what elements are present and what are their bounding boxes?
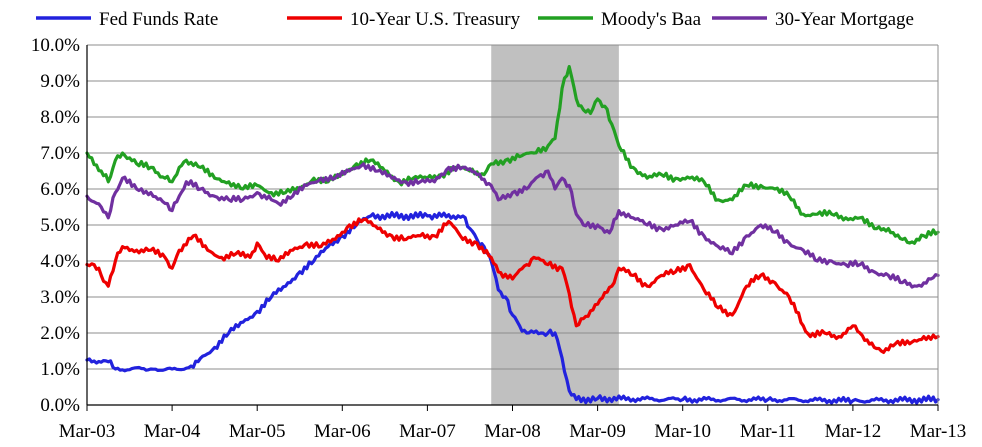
y-tick-label: 1.0% [40, 359, 80, 380]
y-tick-label: 6.0% [40, 179, 80, 200]
x-tick-label: Mar-03 [59, 421, 116, 442]
legend: Fed Funds Rate 10-Year U.S. Treasury Moody… [36, 9, 914, 30]
legend-label: Moody's Baa [601, 9, 702, 30]
x-tick-label: Mar-10 [654, 421, 711, 442]
series-line-10-year-u-s-treasury [85, 217, 940, 354]
y-tick-label: 7.0% [40, 143, 80, 164]
series-line-fed-funds-rate [85, 210, 940, 405]
y-tick-label: 4.0% [40, 251, 80, 272]
x-tick-label: Mar-08 [484, 421, 541, 442]
y-tick-label: 10.0% [31, 35, 80, 56]
y-tick-label: 0.0% [40, 395, 80, 416]
series-line-moody-s-baa [85, 65, 940, 245]
x-tick-label: Mar-09 [569, 421, 626, 442]
x-tick-label: Mar-11 [740, 421, 796, 442]
series-line-30-year-mortgage [85, 162, 940, 289]
x-tick-label: Mar-13 [910, 421, 967, 442]
x-tick-label: Mar-05 [229, 421, 286, 442]
y-tick-label: 5.0% [40, 215, 80, 236]
y-tick-label: 9.0% [40, 71, 80, 92]
legend-label: 10-Year U.S. Treasury [350, 9, 521, 30]
y-tick-label: 3.0% [40, 287, 80, 308]
x-tick-label: Mar-06 [314, 421, 371, 442]
y-tick-label: 2.0% [40, 323, 80, 344]
x-tick-label: Mar-04 [144, 421, 201, 442]
legend-label: Fed Funds Rate [99, 9, 218, 30]
x-tick-label: Mar-12 [825, 421, 882, 442]
legend-label: 30-Year Mortgage [775, 9, 914, 30]
x-tick-label: Mar-07 [399, 421, 456, 442]
y-tick-label: 8.0% [40, 107, 80, 128]
